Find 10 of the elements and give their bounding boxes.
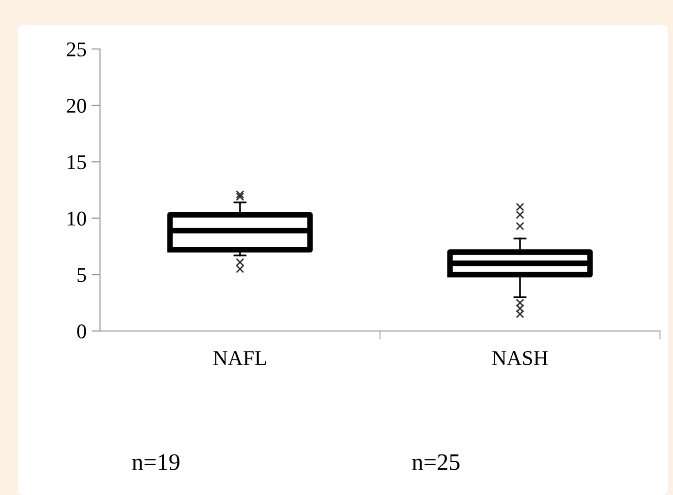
text: n=19 bbox=[132, 454, 180, 470]
x-tick-label: NASH bbox=[492, 351, 548, 366]
y-tick-label: 10 bbox=[68, 212, 86, 226]
y-tick-label: 0 bbox=[77, 324, 86, 338]
y-tick-label: 5 bbox=[78, 268, 86, 282]
x-tick-label: NAFL bbox=[213, 351, 266, 365]
text: n=25 bbox=[412, 454, 460, 470]
y-tick-label: 20 bbox=[66, 98, 86, 113]
y-tick-label: 25 bbox=[66, 42, 86, 56]
y-tick-label: 15 bbox=[68, 155, 86, 170]
